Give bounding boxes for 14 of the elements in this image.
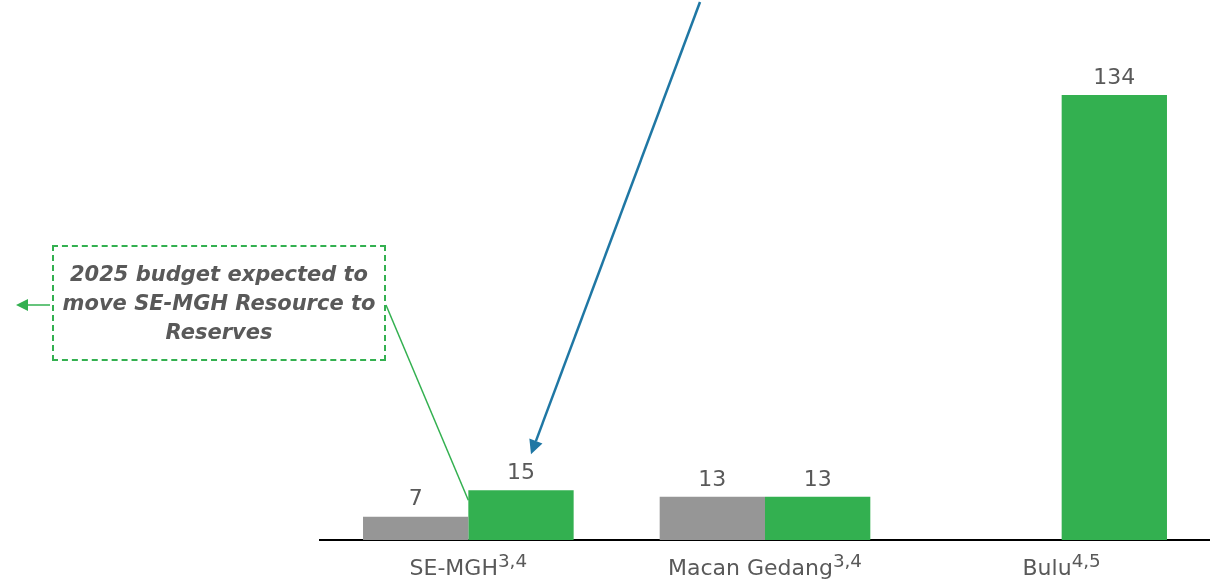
bar (1061, 94, 1167, 540)
callout-box: 2025 budget expected to move SE-MGH Resource to Reserves (52, 245, 386, 361)
x-tick-label: Macan Gedang$^{3,4}$ (666, 549, 864, 582)
data-label: 15 (506, 458, 535, 484)
data-label: 13 (698, 465, 727, 491)
data-label: 134 (1093, 63, 1136, 89)
x-tick-label: SE-MGH$^{3,4}$ (408, 549, 529, 582)
bar (659, 496, 765, 540)
x-tick-label: Bulu$^{4,5}$ (1021, 549, 1102, 582)
bar (363, 516, 469, 540)
bar (468, 490, 574, 540)
data-label: 7 (408, 485, 423, 511)
bar (765, 496, 871, 540)
data-label: 13 (803, 465, 832, 491)
